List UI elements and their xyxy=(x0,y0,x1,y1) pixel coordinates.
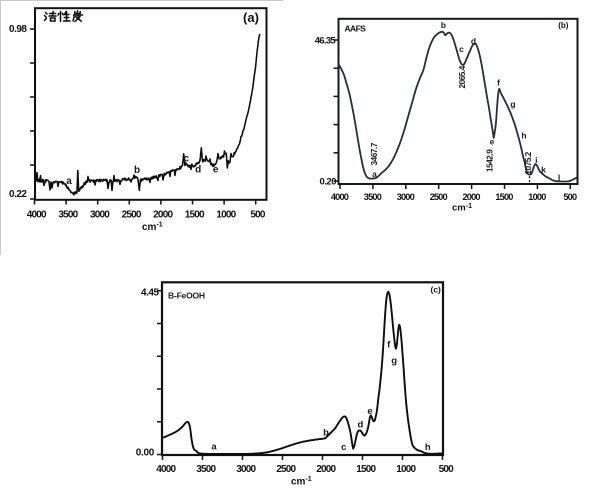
svg-text:a: a xyxy=(372,169,377,179)
svg-text:4000: 4000 xyxy=(27,210,47,221)
svg-text:(c): (c) xyxy=(431,285,442,295)
svg-text:3467.7: 3467.7 xyxy=(370,142,379,165)
svg-text:4000: 4000 xyxy=(331,192,349,202)
svg-text:2000: 2000 xyxy=(153,210,173,221)
svg-text:b: b xyxy=(323,428,329,439)
svg-text:cm-1: cm-1 xyxy=(142,222,163,234)
svg-text:2500: 2500 xyxy=(276,464,296,475)
svg-text:l: l xyxy=(558,173,560,183)
svg-text:0.20: 0.20 xyxy=(320,177,337,188)
svg-text:(b): (b) xyxy=(558,21,569,30)
svg-text:1542.9: 1542.9 xyxy=(486,149,495,172)
svg-text:i: i xyxy=(535,155,537,165)
svg-text:2000: 2000 xyxy=(316,464,336,475)
svg-text:4000: 4000 xyxy=(156,464,176,475)
svg-text:500: 500 xyxy=(439,464,455,475)
svg-text:2000: 2000 xyxy=(462,192,480,202)
svg-text:1000: 1000 xyxy=(528,192,546,202)
svg-text:500: 500 xyxy=(250,210,266,221)
svg-text:0.98: 0.98 xyxy=(9,24,27,35)
svg-text:2500: 2500 xyxy=(430,192,448,202)
svg-text:e: e xyxy=(490,137,495,147)
svg-text:3000: 3000 xyxy=(90,210,110,221)
svg-text:4.45: 4.45 xyxy=(141,288,159,299)
svg-text:f: f xyxy=(497,78,500,88)
svg-text:1500: 1500 xyxy=(356,464,376,475)
svg-text:e: e xyxy=(213,165,219,176)
svg-text:1075.2: 1075.2 xyxy=(524,151,533,174)
svg-text:3000: 3000 xyxy=(236,464,256,475)
svg-text:b: b xyxy=(134,165,140,176)
svg-text:c: c xyxy=(459,44,464,54)
svg-text:B-FeOOH: B-FeOOH xyxy=(168,291,205,301)
svg-text:b: b xyxy=(441,20,446,30)
svg-text:d: d xyxy=(471,36,476,46)
svg-text:0.22: 0.22 xyxy=(9,189,27,200)
svg-text:46.35: 46.35 xyxy=(315,36,337,47)
svg-text:2065.4: 2065.4 xyxy=(458,65,467,88)
svg-text:cm-1: cm-1 xyxy=(291,476,312,488)
svg-text:e: e xyxy=(367,406,372,417)
svg-text:(a): (a) xyxy=(243,10,259,25)
svg-text:3500: 3500 xyxy=(196,464,216,475)
svg-text:3500: 3500 xyxy=(58,210,78,221)
svg-text:f: f xyxy=(387,340,391,351)
svg-text:3000: 3000 xyxy=(397,192,415,202)
svg-text:a: a xyxy=(66,176,72,187)
svg-text:h: h xyxy=(521,131,526,141)
svg-text:cm-1: cm-1 xyxy=(452,203,472,214)
svg-text:g: g xyxy=(510,99,515,109)
svg-text:AAFS: AAFS xyxy=(345,24,367,34)
svg-text:1000: 1000 xyxy=(396,464,416,475)
svg-text:d: d xyxy=(195,165,201,176)
svg-text:0.00: 0.00 xyxy=(136,447,155,458)
svg-text:1500: 1500 xyxy=(495,192,513,202)
svg-text:500: 500 xyxy=(563,192,577,202)
svg-text:d: d xyxy=(357,420,363,431)
svg-text:1500: 1500 xyxy=(185,210,205,221)
svg-text:1000: 1000 xyxy=(216,210,236,221)
svg-text:h: h xyxy=(425,442,431,453)
svg-text:c: c xyxy=(184,154,190,165)
svg-text:c: c xyxy=(341,442,346,453)
svg-text:2500: 2500 xyxy=(122,210,142,221)
svg-text:3500: 3500 xyxy=(364,192,382,202)
svg-text:g: g xyxy=(391,356,397,367)
svg-text:k: k xyxy=(541,164,546,174)
svg-text:a: a xyxy=(211,442,217,453)
